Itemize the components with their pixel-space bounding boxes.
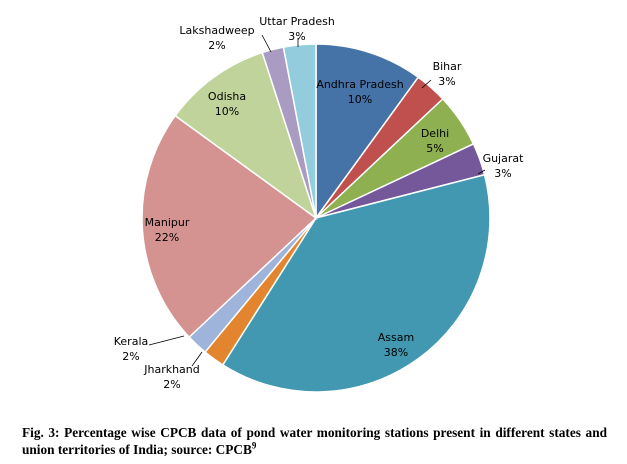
- slice-value-assam: 38%: [384, 346, 408, 359]
- slice-value-andhra-pradesh: 10%: [348, 93, 372, 106]
- pie-slice-uttar-pradesh: [282, 43, 317, 219]
- pie-slices: [141, 43, 491, 393]
- slice-value-gujarat: 3%: [494, 167, 511, 180]
- slice-name-uttar-pradesh: Uttar Pradesh: [259, 15, 335, 28]
- slice-label-bihar: Bihar 3%: [433, 60, 462, 88]
- slice-label-jharkhand: Jharkhand 2%: [143, 363, 200, 391]
- slice-label-manipur: Manipur 22%: [145, 216, 190, 244]
- leader-line-lakshadweep: [261, 34, 272, 53]
- pie-slice-odisha: [174, 51, 318, 220]
- slice-value-odisha: 10%: [215, 105, 239, 118]
- leader-line-kerala: [148, 335, 185, 346]
- slice-name-bihar: Bihar: [433, 60, 462, 73]
- slice-label-odisha: Odisha 10%: [208, 90, 246, 118]
- figure-caption: Fig. 3: Percentage wise CPCB data of pon…: [22, 424, 607, 458]
- slice-name-delhi: Delhi: [421, 127, 449, 140]
- slice-value-manipur: 22%: [155, 231, 179, 244]
- slice-name-manipur: Manipur: [145, 216, 190, 229]
- slice-label-kerala: Kerala 2%: [114, 335, 149, 363]
- leader-line-bihar: [421, 79, 432, 89]
- slice-value-bihar: 3%: [438, 75, 455, 88]
- pie-chart: Andhra Pradesh 10% Bihar 3% Delhi 5% Gujarat 3%…: [114, 15, 524, 393]
- slice-label-gujarat: Gujarat 3%: [483, 152, 525, 180]
- slice-name-gujarat: Gujarat: [483, 152, 525, 165]
- slice-name-kerala: Kerala: [114, 335, 149, 348]
- slice-value-lakshadweep: 2%: [208, 39, 225, 52]
- slice-name-lakshadweep: Lakshadweep: [179, 24, 254, 37]
- pie-slice-manipur: [141, 114, 318, 339]
- caption-text: Fig. 3: Percentage wise CPCB data of pon…: [22, 425, 607, 457]
- caption-superscript: 9: [251, 440, 257, 451]
- slice-label-delhi: Delhi 5%: [421, 127, 449, 155]
- slice-name-jharkhand: Jharkhand: [143, 363, 200, 376]
- slice-value-delhi: 5%: [426, 142, 443, 155]
- slice-label-lakshadweep: Lakshadweep 2%: [179, 24, 254, 52]
- slice-labels: Andhra Pradesh 10% Bihar 3% Delhi 5% Gujarat 3%…: [114, 15, 524, 391]
- leader-lines: [148, 34, 486, 367]
- slice-label-assam: Assam 38%: [378, 331, 414, 359]
- pie-slice-andhra-pradesh: [315, 43, 420, 221]
- slice-value-kerala: 2%: [122, 350, 139, 363]
- slice-label-uttar-pradesh: Uttar Pradesh 3%: [259, 15, 335, 43]
- slice-name-odisha: Odisha: [208, 90, 246, 103]
- slice-label-andhra-pradesh: Andhra Pradesh 10%: [316, 78, 403, 106]
- leader-line-gujarat: [477, 169, 486, 175]
- slice-name-assam: Assam: [378, 331, 414, 344]
- slice-value-jharkhand: 2%: [163, 378, 180, 391]
- leader-line-jharkhand: [191, 351, 203, 367]
- pie-slice-assam: [221, 173, 491, 393]
- slice-value-uttar-pradesh: 3%: [288, 30, 305, 43]
- slice-name-andhra-pradesh: Andhra Pradesh: [316, 78, 403, 91]
